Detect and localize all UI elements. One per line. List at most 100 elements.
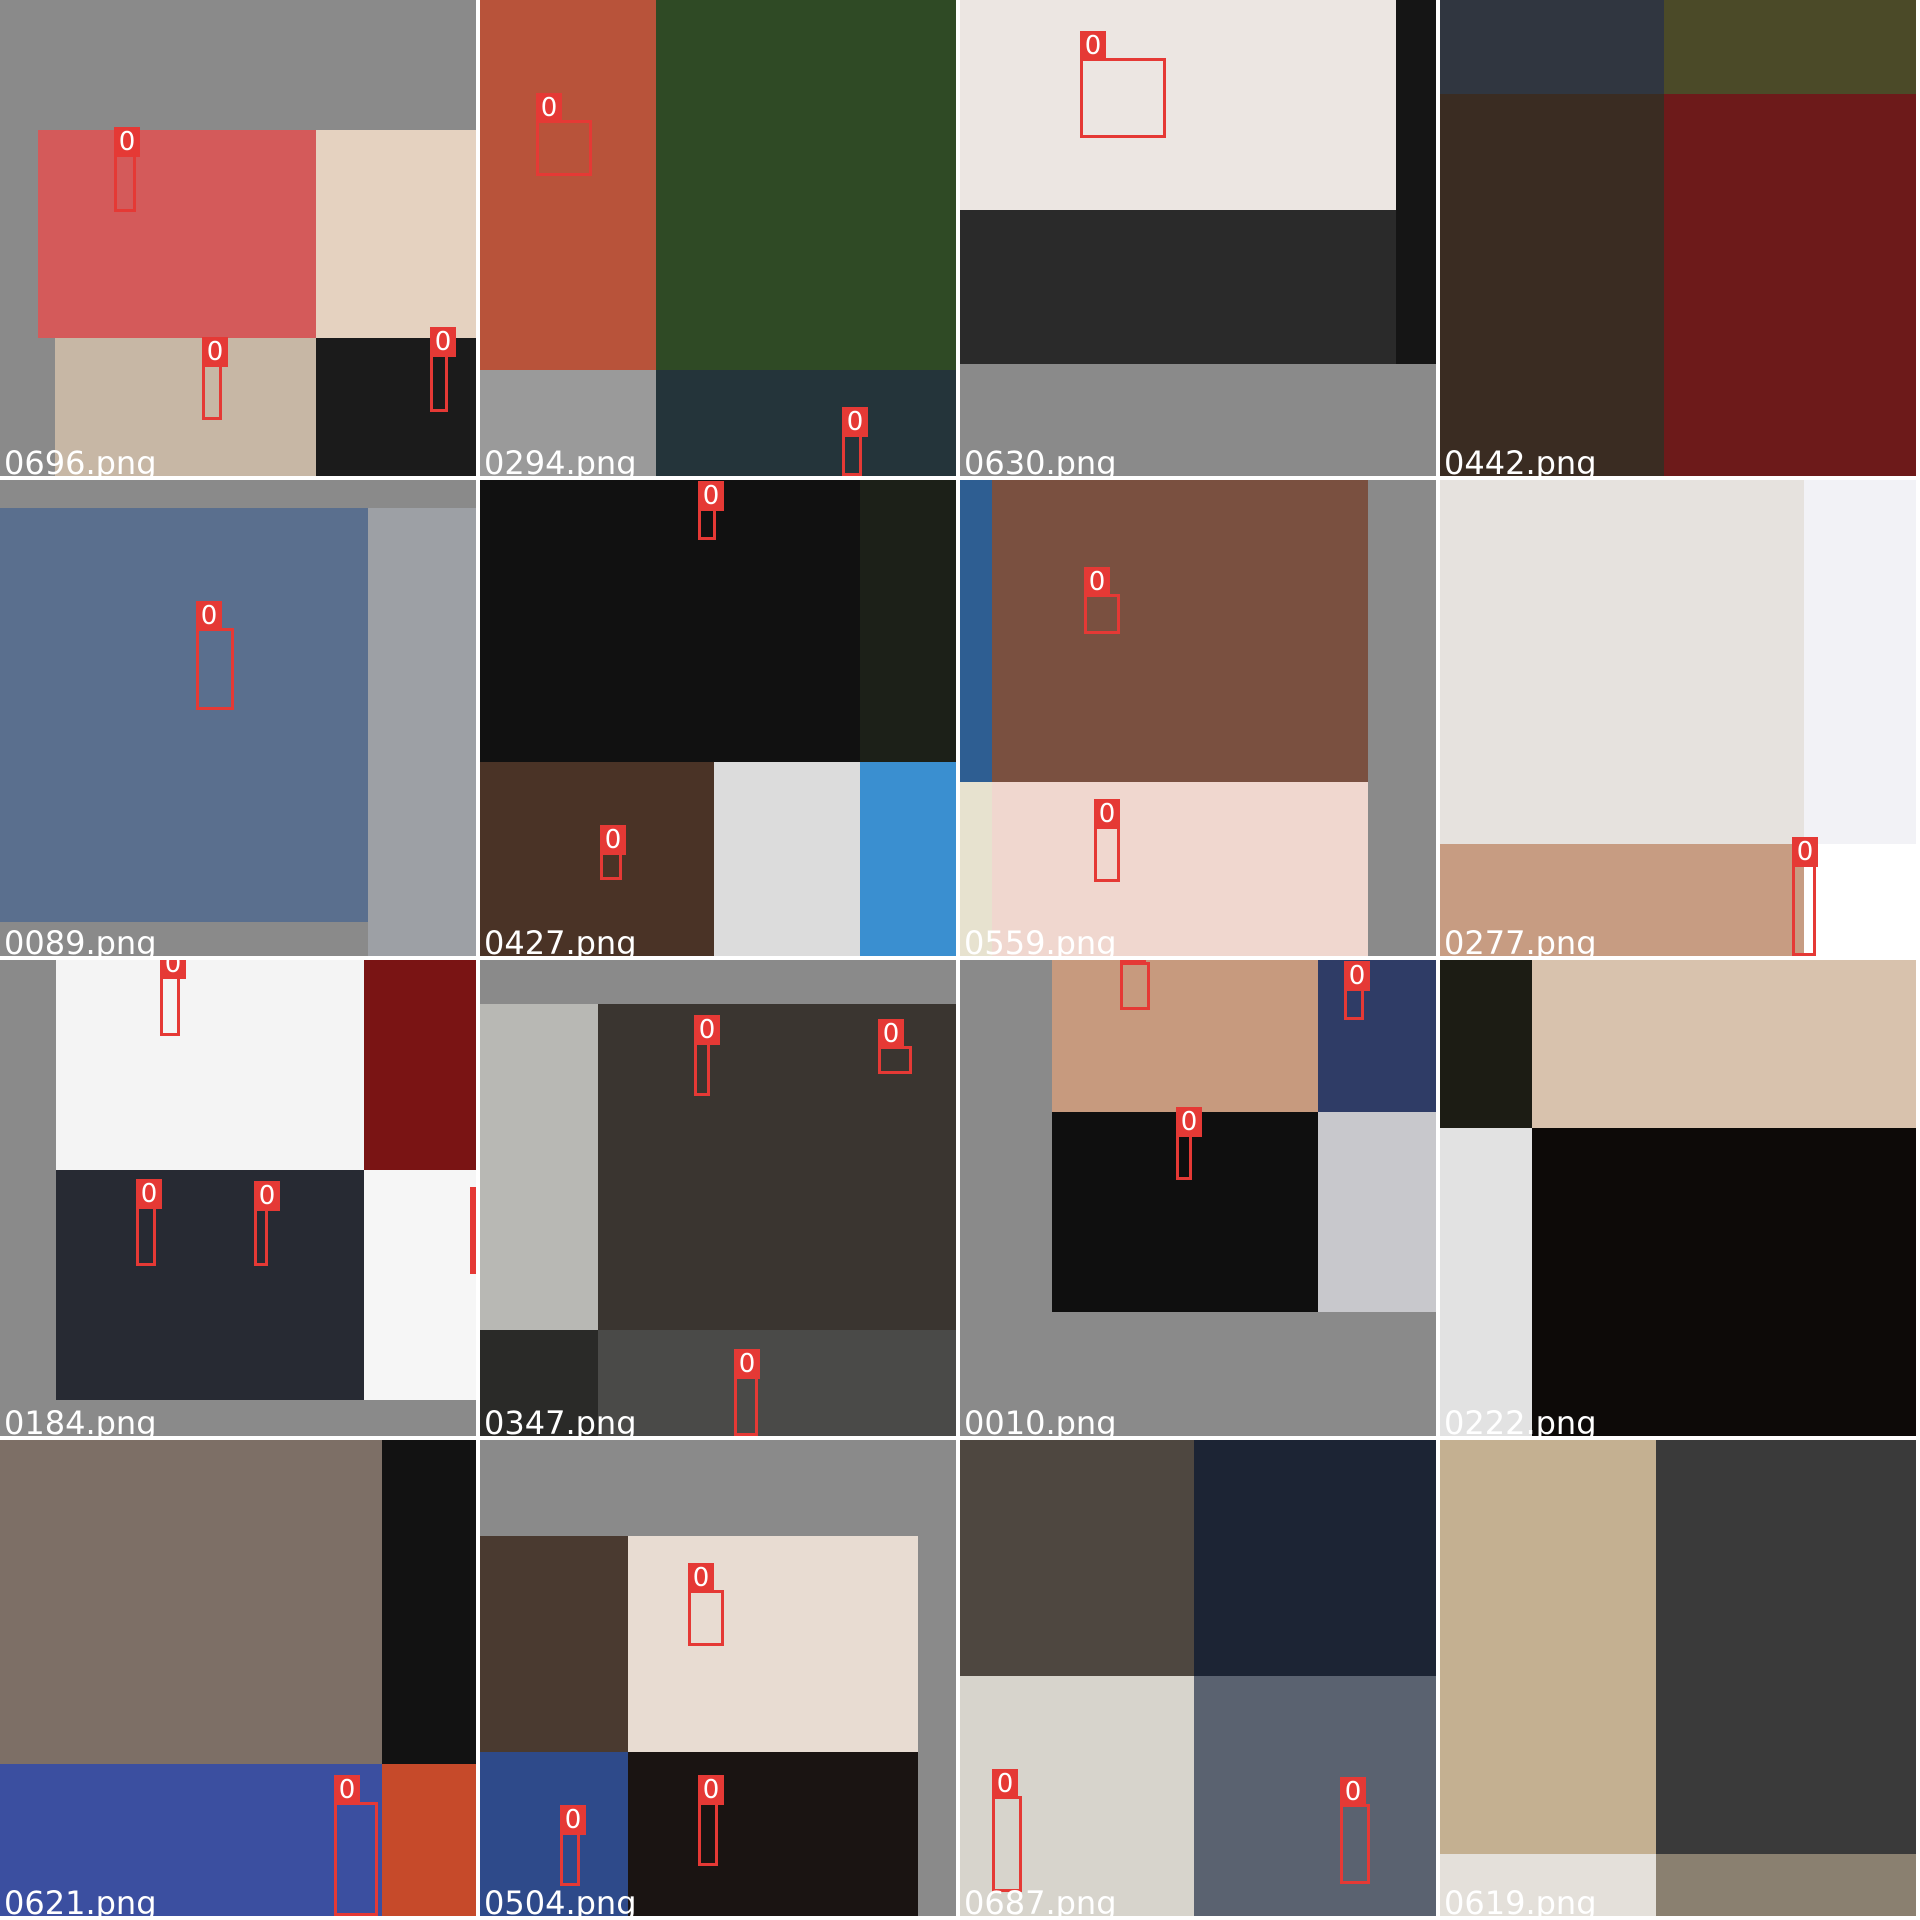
photo-region: [1440, 94, 1664, 476]
tile-filename: 0294.png: [484, 444, 637, 476]
photo-region: [1194, 1440, 1436, 1676]
photo-region: [1664, 0, 1916, 94]
tile-filename: 0696.png: [4, 444, 157, 476]
detection-box: 0: [196, 601, 234, 710]
tile-filename: 0427.png: [484, 924, 637, 956]
detection-box: 0: [430, 327, 456, 412]
tile-filename: 0277.png: [1444, 924, 1597, 956]
photo-region: [480, 370, 656, 476]
box-label: 0: [1344, 961, 1370, 991]
detection-box: 0: [842, 407, 868, 476]
mosaic-tile: 0222.png: [1440, 960, 1916, 1436]
detection-box: 0: [202, 337, 228, 420]
tile-filename: 0504.png: [484, 1884, 637, 1916]
photo-region: [1440, 1854, 1656, 1916]
detection-box: 0: [334, 1775, 378, 1916]
box-label: 0: [698, 1775, 724, 1805]
box-label: 0: [254, 1181, 280, 1211]
photo-region: [1440, 1128, 1532, 1436]
mosaic-tile: 0 0089.png: [0, 480, 476, 956]
photo-region: [960, 1440, 1194, 1676]
box-label: 0: [600, 825, 626, 855]
box-label: 0: [114, 127, 140, 157]
photo-region: [1052, 1112, 1318, 1312]
detection-box: 0: [734, 1349, 760, 1436]
photo-region: [1318, 960, 1436, 1112]
photo-region: [480, 1330, 598, 1436]
detection-box: 0: [698, 1775, 724, 1866]
photo-region: [860, 480, 956, 762]
photo-region: [38, 130, 316, 338]
mosaic-tile: 0 0 0427.png: [480, 480, 956, 956]
photo-region: [656, 0, 956, 370]
photo-region: [960, 480, 992, 782]
photo-region: [1194, 1676, 1436, 1916]
detection-box: 0: [1176, 1107, 1202, 1180]
tile-filename: 0010.png: [964, 1404, 1117, 1436]
tile-filename: 0184.png: [4, 1404, 157, 1436]
detection-box: 0: [160, 960, 186, 1036]
box-label: 0: [734, 1349, 760, 1379]
detection-box: 0: [600, 825, 626, 880]
photo-region: [382, 1764, 476, 1916]
box-label: 0: [842, 407, 868, 437]
photo-region: [382, 1440, 476, 1764]
tile-filename: 0687.png: [964, 1884, 1117, 1916]
photo-region: [960, 210, 1396, 364]
photo-region: [598, 1330, 956, 1436]
box-label: 0: [1792, 837, 1818, 867]
detection-box: 0: [114, 127, 140, 212]
detection-box: 0: [254, 1181, 280, 1266]
photo-region: [1052, 960, 1318, 1112]
photo-region: [480, 1536, 628, 1752]
mosaic-tile: 0 0277.png: [1440, 480, 1916, 956]
box-label: 0: [688, 1563, 714, 1593]
box-label: 0: [1120, 960, 1146, 965]
detection-box: 0: [560, 1805, 586, 1886]
box-label: 0: [878, 1019, 904, 1049]
box-label: 0: [334, 1775, 360, 1805]
box-label: 0: [136, 1179, 162, 1209]
box-label: 0: [1176, 1107, 1202, 1137]
box-label: 0: [560, 1805, 586, 1835]
mosaic-tile: 0 0 0 0347.png: [480, 960, 956, 1436]
photo-region: [316, 338, 476, 476]
mosaic-tile: 0 0 0294.png: [480, 0, 956, 476]
photo-region: [480, 762, 714, 956]
photo-region: [960, 782, 992, 956]
detection-box: 0: [1084, 567, 1120, 634]
box-label: 0: [992, 1769, 1018, 1799]
photo-region: [598, 1004, 956, 1330]
detection-box: 0: [1120, 960, 1150, 1010]
detection-box: 0: [1344, 961, 1370, 1020]
tile-filename: 0619.png: [1444, 1884, 1597, 1916]
photo-region: [1532, 960, 1916, 1128]
photo-region: [992, 480, 1368, 782]
detection-box: 0: [1094, 799, 1120, 882]
photo-region: [316, 130, 476, 338]
photo-region: [55, 338, 316, 476]
photo-region: [1664, 94, 1916, 476]
box-label: 0: [694, 1015, 720, 1045]
tile-filename: 0559.png: [964, 924, 1117, 956]
photo-region: [1656, 1440, 1916, 1854]
mosaic-tile: 0 0 0687.png: [960, 1440, 1436, 1916]
mosaic-tile: 0619.png: [1440, 1440, 1916, 1916]
box-label: 0: [160, 960, 186, 979]
photo-region: [1318, 1112, 1436, 1312]
mosaic-tile: 0 0 0559.png: [960, 480, 1436, 956]
mosaic-tile: 0 0 0 0504.png: [480, 1440, 956, 1916]
detection-box: 0: [470, 1187, 476, 1274]
photo-region: [1440, 0, 1664, 94]
detection-box: 0: [688, 1563, 724, 1646]
detection-box: 0: [1340, 1777, 1370, 1884]
photo-region: [1440, 480, 1804, 844]
photo-region: [0, 508, 368, 922]
photo-region: [0, 1440, 382, 1764]
tile-filename: 0089.png: [4, 924, 157, 956]
mosaic-tile: 0 0 0 0010.png: [960, 960, 1436, 1436]
mosaic-tile: 0 0 0 0 0184.png: [0, 960, 476, 1436]
tile-filename: 0630.png: [964, 444, 1117, 476]
tile-filename: 0442.png: [1444, 444, 1597, 476]
